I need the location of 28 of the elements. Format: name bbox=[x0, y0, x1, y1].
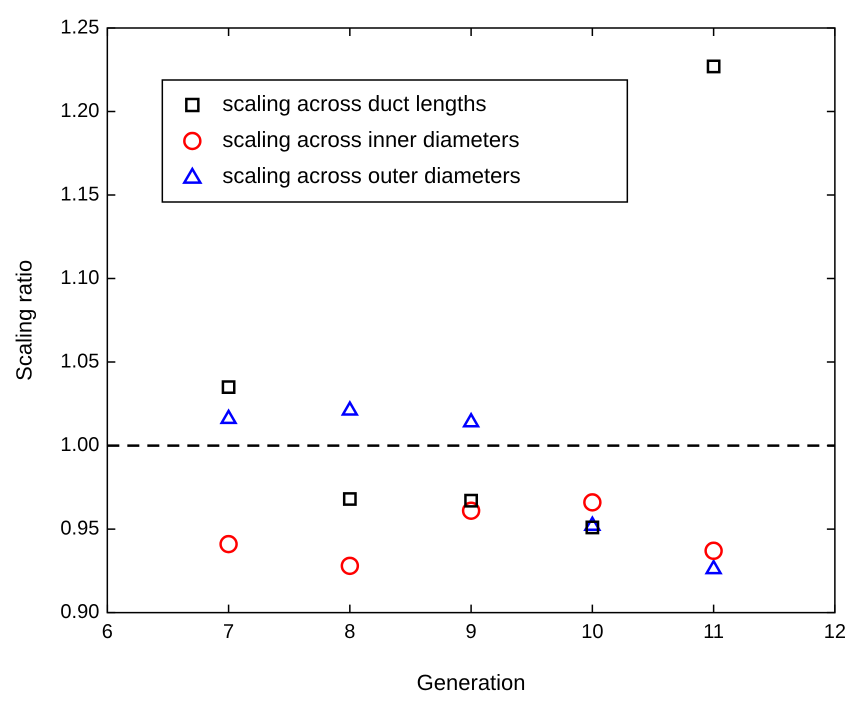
y-tick-label: 1.10 bbox=[60, 267, 100, 290]
x-tick-label: 8 bbox=[344, 621, 356, 644]
point bbox=[340, 556, 360, 576]
x-tick-label: 9 bbox=[466, 621, 477, 644]
y-axis-title: Scaling ratio bbox=[11, 260, 36, 381]
y-tick-label: 0.90 bbox=[60, 601, 100, 624]
y-tick-label: 1.05 bbox=[60, 350, 100, 373]
y-tick-label: 1.25 bbox=[60, 16, 100, 39]
y-tick-label: 1.20 bbox=[60, 100, 100, 122]
y-tick-label: 0.95 bbox=[60, 518, 100, 540]
point bbox=[704, 542, 723, 560]
legend-label: scaling across outer diameters bbox=[222, 163, 521, 188]
x-axis-title: Generation bbox=[416, 670, 526, 695]
x-tick-label: 7 bbox=[223, 621, 234, 644]
y-tick-label: 1.00 bbox=[60, 434, 100, 456]
x-tick-label: 12 bbox=[824, 621, 846, 644]
point bbox=[583, 493, 602, 512]
point bbox=[222, 380, 236, 394]
legend-label: scaling across inner diameters bbox=[222, 127, 520, 152]
y-tick-label: 1.15 bbox=[60, 184, 100, 206]
point bbox=[342, 492, 357, 506]
point bbox=[219, 534, 238, 554]
point bbox=[706, 60, 721, 74]
legend-label: scaling across duct lengths bbox=[222, 91, 486, 116]
point bbox=[464, 494, 478, 508]
x-tick-label: 6 bbox=[102, 621, 113, 644]
x-tick-label: 10 bbox=[581, 621, 604, 644]
x-tick-label: 11 bbox=[703, 621, 724, 644]
